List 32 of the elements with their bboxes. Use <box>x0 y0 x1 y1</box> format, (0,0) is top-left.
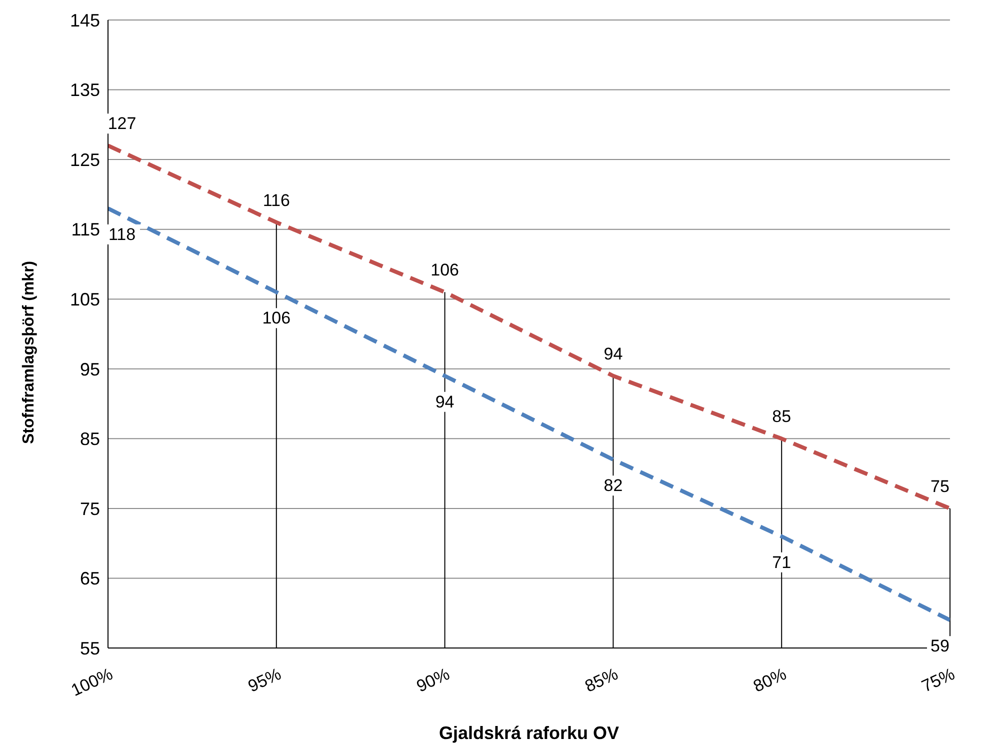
y-tick-label: 145 <box>70 10 100 30</box>
x-tick-label: 100% <box>68 664 116 700</box>
y-tick-label: 135 <box>70 80 100 100</box>
data-label: 75 <box>930 476 950 496</box>
data-label: 85 <box>772 407 792 426</box>
data-label: 106 <box>262 308 291 328</box>
data-label: 118 <box>108 224 136 244</box>
x-tick-label: 85% <box>582 664 621 696</box>
x-tick-label: 95% <box>245 664 284 696</box>
data-label: 82 <box>604 476 623 496</box>
y-tick-label: 55 <box>80 638 100 658</box>
y-tick-label: 85 <box>80 429 100 450</box>
y-tick-label: 95 <box>80 359 100 380</box>
data-label: 127 <box>108 114 136 134</box>
data-label: 94 <box>435 392 454 412</box>
y-tick-label: 115 <box>71 220 100 240</box>
data-label: 71 <box>772 552 792 572</box>
y-tick-label: 75 <box>80 498 100 519</box>
data-label: 59 <box>930 636 950 656</box>
y-tick-label: 105 <box>70 290 100 310</box>
data-label: 94 <box>604 344 623 364</box>
x-axis-title: Gjaldskrá raforku OV <box>438 722 620 743</box>
x-tick-label: 90% <box>414 664 452 696</box>
y-tick-label: 65 <box>80 568 100 589</box>
y-tick-label: 125 <box>70 150 100 170</box>
line-series <box>108 144 950 510</box>
x-tick-label: 75% <box>918 664 958 696</box>
x-tick-label: 80% <box>750 664 790 696</box>
line-series <box>108 206 950 622</box>
data-label: 106 <box>430 260 459 280</box>
data-label: 116 <box>262 190 290 210</box>
y-axis-title: Stofnframlagsþörf (mkr) <box>20 260 38 444</box>
